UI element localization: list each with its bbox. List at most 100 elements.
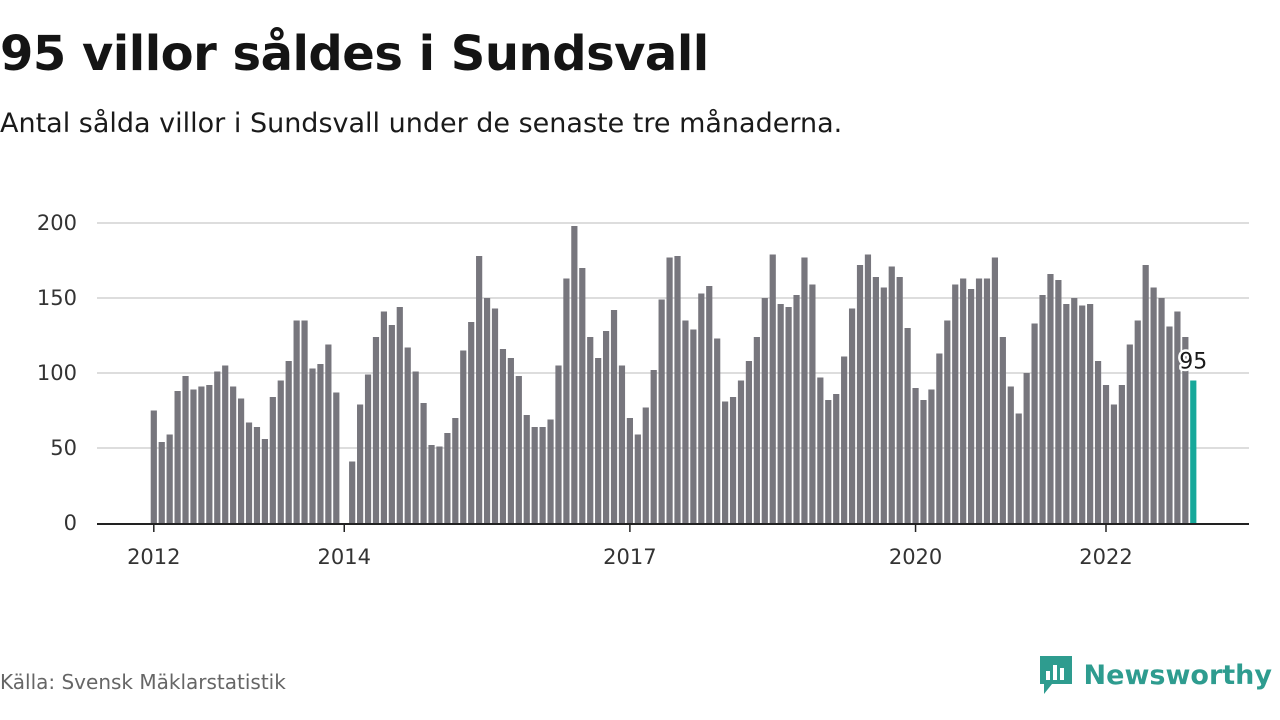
bar <box>880 287 887 523</box>
bar <box>1102 385 1110 523</box>
bar <box>444 433 451 523</box>
x-tick-label: 2012 <box>127 545 180 569</box>
bar <box>555 365 562 523</box>
bar <box>182 376 189 523</box>
bar <box>364 374 372 523</box>
bar <box>706 286 713 523</box>
page-subtitle: Antal sålda villor i Sundsvall under de … <box>0 108 843 139</box>
bar <box>150 410 157 523</box>
bar <box>325 344 332 523</box>
bar <box>523 415 530 523</box>
bar <box>245 422 253 523</box>
bar <box>650 370 657 523</box>
y-axis-ticks: 0 50 100 150 200 <box>37 211 77 535</box>
bar <box>912 388 919 523</box>
bar <box>729 397 737 523</box>
bar <box>737 380 745 523</box>
bar <box>1079 305 1086 523</box>
brand-logo: Newsworthy <box>1038 654 1272 696</box>
data-labels: 95 <box>1177 347 1210 377</box>
x-tick-label: 2022 <box>1079 545 1132 569</box>
bar <box>579 268 586 523</box>
bar <box>618 365 626 523</box>
bar <box>610 310 618 523</box>
bar <box>380 311 388 523</box>
bar <box>317 364 324 523</box>
bar-chart: 0 50 100 150 200 2012 2014 2017 2020 2022 95 <box>37 211 1249 569</box>
bar <box>277 380 284 523</box>
bar <box>214 371 221 523</box>
bar <box>230 386 237 523</box>
bar <box>745 361 753 523</box>
y-tick-label: 150 <box>37 286 77 310</box>
bar <box>309 368 316 523</box>
bar <box>476 256 483 523</box>
bar <box>468 322 475 523</box>
bar <box>920 400 927 523</box>
bar <box>769 254 776 523</box>
bar <box>507 358 514 523</box>
bar <box>856 265 864 523</box>
bar <box>428 445 435 523</box>
bar <box>595 358 602 523</box>
bar <box>571 226 578 523</box>
bar <box>261 439 268 523</box>
bar <box>1047 274 1054 523</box>
bar <box>872 277 879 523</box>
bar <box>801 257 808 523</box>
bar <box>491 308 499 523</box>
bar <box>396 307 403 523</box>
x-tick-label: 2017 <box>603 545 656 569</box>
bar <box>1134 320 1141 523</box>
bar <box>777 304 784 523</box>
bar <box>198 386 205 523</box>
bar <box>1142 265 1149 523</box>
bar <box>1118 385 1125 523</box>
y-tick-label: 50 <box>50 436 77 460</box>
bar <box>698 293 705 523</box>
bar <box>174 391 181 523</box>
bar <box>658 299 665 523</box>
bar <box>817 377 824 523</box>
bar <box>539 427 546 523</box>
bar <box>1126 344 1133 523</box>
bar <box>991 257 999 523</box>
bar <box>285 361 292 523</box>
bar <box>960 278 967 523</box>
bar <box>1182 337 1189 523</box>
bar <box>864 254 872 523</box>
bar <box>936 353 943 523</box>
bar <box>674 256 681 523</box>
bar <box>222 365 229 523</box>
bar <box>602 331 610 523</box>
bar <box>1150 287 1157 523</box>
bar <box>547 419 554 523</box>
bar <box>793 295 800 523</box>
bar <box>642 407 649 523</box>
bar <box>1023 373 1030 523</box>
x-tick-label: 2014 <box>318 545 371 569</box>
bar <box>1087 304 1094 523</box>
y-tick-label: 0 <box>64 511 77 535</box>
highlight-value-label: 95 <box>1179 350 1207 375</box>
x-axis-ticks: 2012 2014 2017 2020 2022 <box>127 524 1133 569</box>
bar <box>888 266 895 523</box>
bar <box>158 442 165 523</box>
bar <box>626 418 633 523</box>
bar <box>634 434 641 523</box>
bar <box>968 289 975 523</box>
bar <box>904 328 911 523</box>
bar <box>848 308 856 523</box>
bar <box>253 427 261 523</box>
bar <box>1158 298 1165 523</box>
bar <box>841 356 848 523</box>
bar <box>1110 404 1118 523</box>
bar <box>1071 298 1078 523</box>
bar <box>1039 295 1046 523</box>
bar <box>1094 361 1102 523</box>
x-tick-label: 2020 <box>889 545 942 569</box>
bar <box>301 320 308 523</box>
bar <box>206 385 213 523</box>
bar <box>722 401 729 523</box>
bar <box>420 403 427 523</box>
